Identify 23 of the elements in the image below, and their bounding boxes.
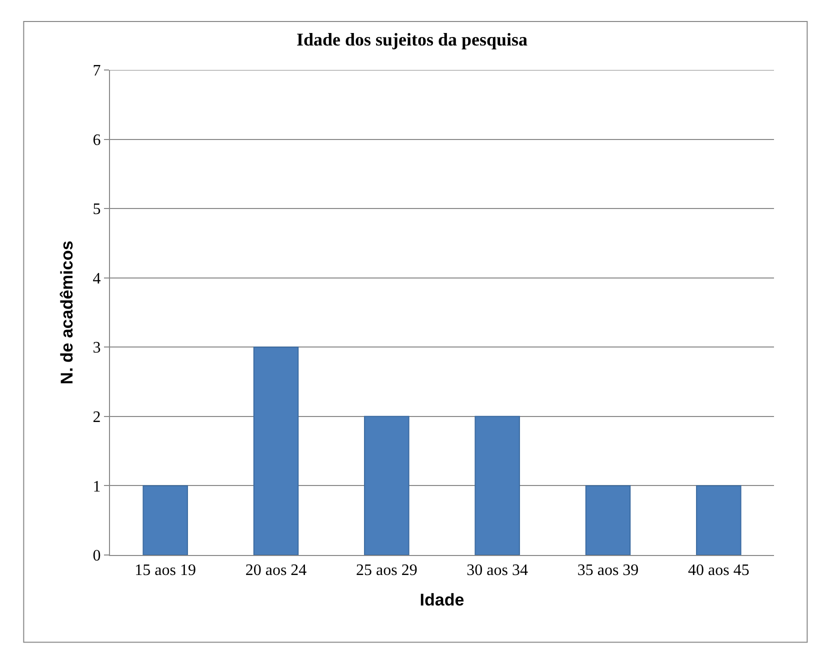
bar: [696, 485, 742, 555]
y-tick-label: 1: [92, 478, 101, 496]
bar: [364, 416, 410, 555]
y-tick-label: 0: [92, 548, 101, 565]
y-tick-label: 5: [92, 201, 101, 218]
y-tick-label: 2: [92, 409, 101, 426]
y-axis-title: N. de acadêmicos: [57, 240, 76, 384]
y-tick-label: 3: [92, 340, 101, 357]
x-axis-title: Idade: [420, 590, 464, 610]
y-tick-label: 6: [92, 132, 101, 149]
x-tick-label: 40 aos 45: [688, 562, 750, 580]
chart-title: Idade dos sujeitos da pesquisa: [296, 29, 528, 50]
bar: [585, 485, 631, 555]
x-tick-label: 35 aos 39: [577, 562, 639, 580]
y-tick-label: 7: [92, 62, 101, 80]
bar: [474, 416, 520, 555]
x-tick-label: 15 aos 19: [134, 562, 196, 580]
bar: [253, 346, 299, 555]
y-tick-label: 4: [92, 270, 101, 288]
x-tick-label: 30 aos 34: [466, 562, 528, 580]
x-tick-label: 25 aos 29: [356, 562, 418, 580]
bar: [142, 485, 188, 555]
x-tick-label: 20 aos 24: [245, 562, 307, 580]
